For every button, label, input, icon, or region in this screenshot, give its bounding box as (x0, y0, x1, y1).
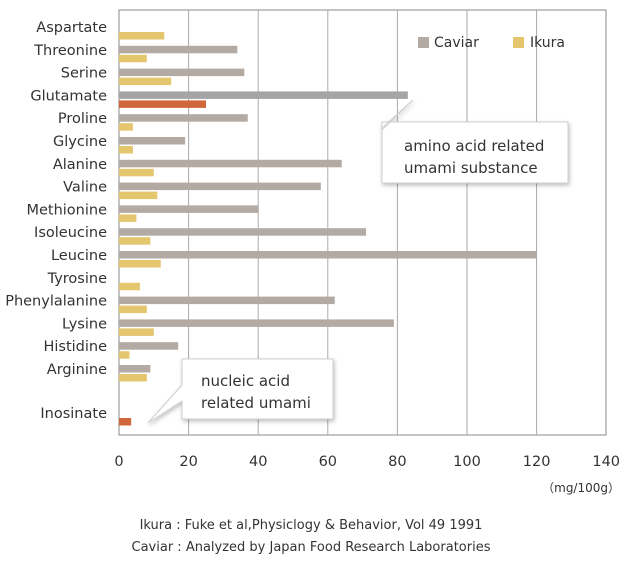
bar-caviar-histidine (119, 342, 179, 350)
bar-ikura-threonine (119, 54, 147, 63)
category-label-threonine: Threonine (33, 43, 107, 59)
bar-caviar-glycine (119, 137, 186, 145)
bar-caviar-alanine (119, 159, 342, 168)
category-label-alanine: Alanine (53, 157, 107, 173)
bar-ikura-lysine (119, 328, 154, 336)
x-tick-label-80: 80 (388, 454, 406, 470)
bar-caviar-glutamate (119, 91, 408, 99)
bar-ikura-methionine (119, 214, 137, 222)
bar-caviar-leucine (119, 251, 537, 259)
category-label-proline: Proline (58, 111, 107, 127)
category-label-serine: Serine (61, 66, 107, 82)
legend-label-ikura: Ikura (530, 35, 565, 51)
callout-nucleic-acid: nucleic acid related umami (147, 358, 334, 424)
source-caviar: Caviar : Analyzed by Japan Food Research… (131, 540, 491, 555)
tick-labels: 0 20 40 60 80 100 120 140 (114, 454, 620, 470)
callout-box-nucleic (147, 358, 334, 424)
plot-frame (118, 9, 607, 436)
category-label-glycine: Glycine (53, 134, 107, 150)
category-label-leucine: Leucine (51, 248, 107, 264)
bar-ikura-proline (119, 123, 133, 131)
x-tick-label-140: 140 (592, 454, 620, 470)
bar-caviar-isoleucine (119, 228, 367, 236)
bar-caviar-threonine (119, 45, 238, 54)
bar-ikura-inosinate (119, 418, 132, 426)
bar-caviar-proline (119, 114, 248, 122)
category-label-phenylalanine: Phenylalanine (5, 294, 107, 310)
callout-text-amino-line1: amino acid related (404, 137, 544, 155)
category-label-inosinate: Inosinate (40, 406, 107, 422)
callout-amino-acid: amino acid related umami substance (381, 99, 569, 184)
bar-caviar-arginine (119, 365, 151, 373)
bar-ikura-aspartate (119, 32, 165, 40)
callout-text-nucleic-line2: related umami (201, 394, 311, 412)
bar-chart: Aspartate Threonine Serine Glutamate Proline… (5, 9, 620, 495)
bar-ikura-serine (119, 77, 172, 86)
category-label-tyrosine: Tyrosine (47, 271, 107, 287)
category-label-histidine: Histidine (43, 339, 107, 355)
bar-ikura-glutamate (119, 100, 206, 108)
bar-ikura-leucine (119, 260, 161, 268)
category-label-lysine: Lysine (62, 316, 107, 332)
bar-ikura-alanine (119, 168, 154, 177)
x-tick-label-100: 100 (453, 454, 481, 470)
category-label-aspartate: Aspartate (36, 20, 107, 36)
x-tick-label-40: 40 (249, 454, 267, 470)
bar-ikura-valine (119, 191, 158, 200)
x-tick-label-20: 20 (179, 454, 197, 470)
x-tick-label-120: 120 (523, 454, 551, 470)
category-label-isoleucine: Isoleucine (34, 225, 107, 241)
bar-caviar-valine (119, 182, 321, 191)
legend-swatch-ikura (513, 37, 524, 48)
legend: Caviar Ikura (418, 35, 565, 51)
legend-swatch-caviar (418, 37, 429, 48)
x-tick-label-60: 60 (319, 454, 337, 470)
category-label-glutamate: Glutamate (30, 88, 107, 104)
callout-text-nucleic-line1: nucleic acid (201, 372, 290, 390)
category-label-valine: Valine (63, 180, 107, 196)
category-labels: Aspartate Threonine Serine Glutamate Proline… (5, 20, 107, 422)
x-tick-label-0: 0 (114, 454, 123, 470)
category-label-methionine: Methionine (26, 202, 107, 218)
bar-ikura-arginine (119, 374, 147, 382)
bar-ikura-phenylalanine (119, 305, 147, 314)
bar-ikura-histidine (119, 351, 130, 359)
source-ikura: Ikura : Fuke et al,Physiclogy & Behavior… (139, 518, 483, 533)
x-axis-unit-label: （mg/100g） (542, 481, 620, 495)
callout-text-amino-line2: umami substance (404, 159, 538, 177)
bar-ikura-glycine (119, 146, 133, 154)
bar-ikura-isoleucine (119, 237, 151, 245)
callout-box-amino (381, 99, 569, 184)
bar-ikura-tyrosine (119, 282, 140, 291)
bar-caviar-phenylalanine (119, 296, 335, 305)
bar-caviar-lysine (119, 319, 394, 327)
bar-caviar-methionine (119, 205, 259, 213)
legend-label-caviar: Caviar (434, 35, 479, 51)
category-label-arginine: Arginine (47, 362, 107, 378)
bars (119, 32, 537, 426)
bar-caviar-serine (119, 68, 245, 77)
